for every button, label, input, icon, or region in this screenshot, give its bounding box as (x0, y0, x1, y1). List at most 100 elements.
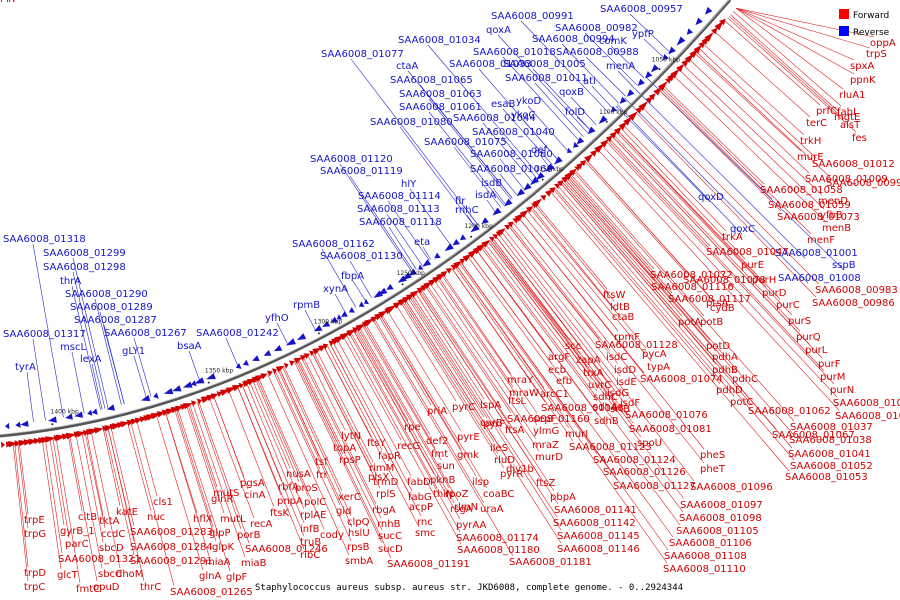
forward-gene-arrow (609, 131, 618, 139)
reverse-leader-line (645, 76, 845, 271)
reverse-leader-line (71, 285, 101, 410)
forward-leader-line (527, 211, 652, 362)
forward-gene-arrow (459, 258, 465, 265)
forward-gene-label: sbcC (98, 569, 122, 580)
forward-gene-arrow (364, 318, 375, 327)
scale-tick-label: 1350 kbp (205, 367, 233, 374)
forward-leader-line (197, 402, 242, 530)
forward-leader-line (68, 436, 83, 512)
forward-gene-label: prfC (816, 106, 837, 117)
reverse-gene-arrow (172, 385, 182, 392)
forward-leader-line (364, 325, 436, 449)
forward-gene-label: uraA (480, 504, 504, 515)
forward-gene-label: fmtC (76, 584, 100, 595)
forward-leader-line (434, 280, 513, 396)
reverse-leader-line (386, 213, 423, 266)
reverse-gene-arrow (434, 252, 441, 259)
forward-gene-label: ftsY (367, 438, 386, 449)
forward-leader-line (294, 362, 383, 544)
forward-gene-label: trmD (373, 477, 399, 488)
forward-gene-arrow (322, 343, 329, 350)
forward-gene-arrow (569, 168, 577, 176)
forward-gene-label: clpB (0, 0, 22, 3)
reverse-gene-label: SAA6008_01113 (357, 204, 440, 215)
forward-gene-arrow (370, 316, 378, 323)
forward-leader-line (14, 444, 29, 568)
forward-gene-label: typA (647, 362, 670, 373)
forward-gene-arrow (45, 436, 56, 443)
forward-leader-lines (12, 7, 875, 587)
forward-gene-label: rbgA (372, 505, 396, 516)
forward-leader-line (642, 107, 820, 285)
reverse-gene-arrow (15, 421, 21, 428)
reverse-leader-line (304, 309, 316, 330)
forward-leader-line (249, 382, 305, 510)
forward-gene-label: SAA6008_01180 (457, 545, 540, 556)
forward-gene-track (0, 18, 726, 449)
forward-gene-arrow (216, 391, 223, 398)
forward-gene-label: SAA6008_01126 (603, 467, 686, 478)
forward-gene-label: recG (397, 441, 420, 452)
forward-gene-label: sucD (378, 544, 403, 555)
forward-leader-line (258, 378, 325, 530)
forward-gene-label: pdhD (716, 385, 743, 396)
genome-backbone-highlight (0, 0, 730, 435)
forward-leader-line (498, 234, 625, 398)
reverse-leader-line (32, 338, 46, 421)
forward-gene-arrow (352, 327, 359, 334)
reverse-leader-line (188, 350, 200, 381)
forward-leader-line (130, 422, 175, 587)
reverse-leader-line (388, 226, 417, 270)
forward-gene-label: pgsA (240, 478, 265, 489)
forward-gene-label: ylmG (533, 426, 559, 437)
reverse-gene-arrow (296, 333, 307, 341)
reverse-leader-line (422, 246, 432, 260)
forward-leader-line (255, 379, 300, 483)
reverse-gene-arrow (576, 137, 585, 145)
reverse-gene-label: SAA6008_01001 (775, 248, 858, 259)
forward-leader-line (550, 192, 790, 472)
reverse-gene-label: SAA6008_01011 (505, 73, 588, 84)
reverse-gene-label: SAA6008_01066 (470, 164, 553, 175)
forward-gene-label: SAA6008_01062 (748, 406, 831, 417)
reverse-gene-arrow (235, 362, 242, 369)
forward-leader-line (696, 51, 831, 178)
forward-gene-label: polC (304, 497, 326, 508)
scale-tick-label: 1050 kbp (652, 57, 680, 64)
forward-gene-label: SAA6008_01053 (785, 472, 868, 483)
forward-leader-line (703, 44, 805, 136)
forward-leader-line (17, 444, 29, 529)
reverse-leader-lines (26, 13, 845, 423)
forward-gene-label: trpD (24, 568, 46, 579)
reverse-gene-label: SAA6008_00957 (600, 4, 683, 15)
forward-leader-line (459, 263, 598, 455)
forward-leader-line (662, 87, 812, 235)
reverse-leader-line (350, 58, 479, 226)
forward-leader-line (408, 298, 485, 418)
forward-gene-label: purN (830, 385, 854, 396)
forward-gene-arrow (579, 160, 587, 167)
reverse-gene-arrow (242, 359, 249, 366)
forward-leader-line (103, 429, 121, 507)
reverse-gene-label: SAA6008_01034 (398, 35, 481, 46)
forward-gene-label: pyrF (483, 419, 505, 430)
reverse-gene-label: SAA6008_00991 (491, 11, 574, 22)
forward-gene-label: opuD (93, 582, 120, 593)
forward-leader-line (536, 204, 608, 290)
forward-leader-line (562, 182, 793, 449)
forward-leader-line (374, 319, 485, 504)
forward-gene-label: mraY (507, 375, 534, 386)
forward-leader-line (228, 390, 275, 508)
scale-tick-mark (318, 332, 320, 335)
reverse-gene-arrow (492, 207, 502, 216)
reverse-gene-arrow (408, 268, 417, 276)
reverse-gene-label: ctaA (396, 61, 419, 72)
forward-gene-label: rlmN (454, 502, 478, 513)
forward-gene-label: purQ (796, 332, 821, 343)
forward-leader-line (278, 369, 341, 506)
forward-gene-label: rpsB (347, 542, 370, 553)
forward-gene-label: isdG (607, 388, 629, 399)
legend: Forward Reverse (839, 9, 890, 38)
forward-gene-label: SAA6008_01174 (456, 533, 539, 544)
